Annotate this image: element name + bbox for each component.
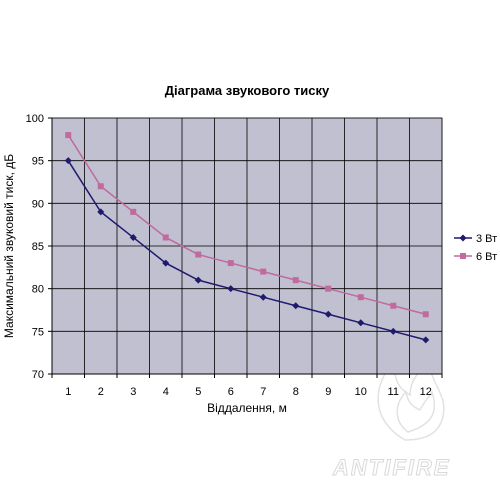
data-point [292, 277, 299, 284]
x-tick-label: 3 [130, 386, 136, 398]
x-tick-label: 4 [163, 386, 169, 398]
data-point [194, 276, 202, 284]
flame-logo-icon [377, 355, 445, 441]
data-point [324, 310, 332, 318]
series-2 [65, 132, 429, 318]
data-point [65, 132, 72, 139]
data-point [422, 311, 429, 318]
data-point [64, 157, 72, 165]
data-point [97, 208, 105, 216]
y-tick-label: 100 [26, 113, 44, 125]
y-axis-ticks: 70 75 80 85 90 95 100 [26, 113, 52, 381]
x-axis-title: Віддалення, м [207, 401, 287, 415]
watermark: ANTIFIRE [332, 355, 450, 481]
x-tick-label: 10 [355, 386, 367, 398]
y-tick-label: 75 [32, 326, 44, 338]
data-point [357, 319, 365, 327]
data-point [260, 268, 267, 275]
x-tick-label: 7 [260, 386, 266, 398]
x-tick-label: 5 [195, 386, 201, 398]
x-tick-label: 2 [98, 386, 104, 398]
series-layer [64, 132, 430, 344]
data-point [325, 285, 332, 292]
data-point [357, 294, 364, 301]
x-tick-label: 9 [325, 386, 331, 398]
y-axis-title: Максимальний звуковий тиск, дБ [2, 154, 16, 338]
data-point [162, 234, 169, 241]
x-axis-ticks: 1 2 3 4 5 6 7 8 9 10 11 12 [51, 374, 443, 398]
legend-item: 6 Вт [454, 251, 497, 263]
data-point [389, 327, 397, 335]
legend-label: 3 Вт [476, 233, 497, 245]
y-tick-label: 90 [32, 198, 44, 210]
legend: 3 Вт 6 Вт [454, 233, 497, 263]
legend-item: 3 Вт [454, 233, 497, 245]
x-tick-label: 1 [65, 386, 71, 398]
y-tick-label: 70 [32, 369, 44, 381]
data-point [97, 183, 104, 190]
legend-marker [459, 234, 467, 242]
data-point [130, 208, 137, 215]
data-point [227, 260, 234, 267]
series-1 [64, 157, 430, 344]
x-tick-label: 6 [228, 386, 234, 398]
legend-marker [460, 253, 466, 259]
x-tick-label: 11 [388, 386, 399, 398]
x-tick-label: 12 [420, 386, 432, 398]
chart-title: Діаграма звукового тиску [165, 83, 330, 98]
data-point [292, 302, 300, 310]
x-tick-label: 8 [293, 386, 299, 398]
legend-label: 6 Вт [476, 251, 497, 263]
data-point [227, 285, 235, 293]
series-line [67, 134, 426, 315]
data-point [390, 302, 397, 309]
y-tick-label: 85 [32, 241, 44, 253]
data-point [422, 336, 430, 344]
y-tick-label: 80 [32, 284, 44, 296]
data-point [195, 251, 202, 258]
data-point [162, 259, 170, 267]
y-tick-label: 95 [32, 156, 44, 168]
series-line [67, 160, 426, 341]
watermark-text: ANTIFIRE [332, 455, 450, 480]
data-point [259, 293, 267, 301]
data-point [129, 233, 137, 241]
